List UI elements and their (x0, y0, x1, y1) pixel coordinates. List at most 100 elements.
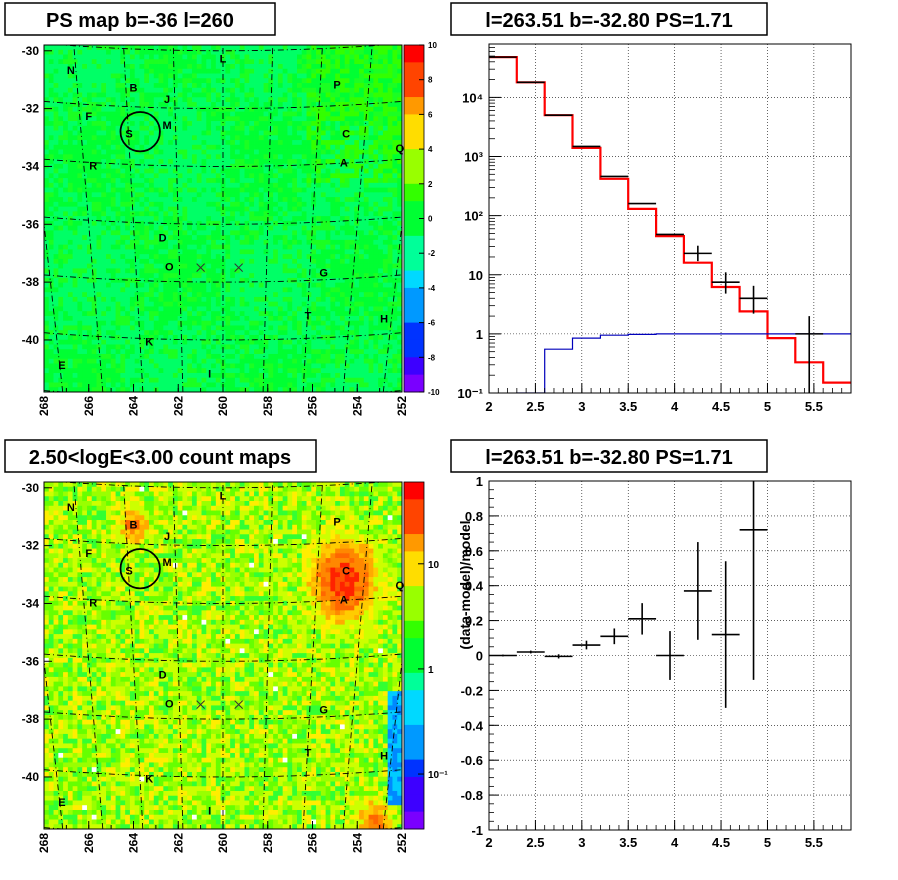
map-pixel (72, 125, 78, 131)
map-pixel (86, 149, 93, 155)
map-pixel (316, 130, 322, 136)
map-pixel (335, 182, 341, 188)
map-pixel (91, 140, 97, 146)
map-pixel (349, 45, 355, 51)
map-pixel (53, 268, 59, 274)
map-pixel (206, 73, 212, 79)
map-pixel (77, 206, 83, 212)
map-pixel (168, 363, 174, 369)
map-pixel (201, 106, 207, 112)
map-pixel (273, 382, 279, 388)
map-pixel (363, 268, 369, 274)
map-pixel (191, 149, 198, 155)
map-pixel (72, 201, 78, 208)
map-pixel (335, 301, 341, 307)
map-pixel (139, 68, 145, 74)
map-pixel (182, 244, 188, 250)
map-pixel (292, 282, 298, 288)
map-pixel (230, 311, 236, 317)
map-pixel (211, 116, 217, 122)
map-pixel (249, 258, 255, 265)
map-pixel (115, 59, 121, 65)
map-pixel (206, 372, 212, 379)
map-pixel (63, 249, 69, 255)
map-pixel (144, 149, 150, 155)
map-pixel (344, 149, 350, 155)
map-pixel (48, 178, 54, 184)
map-pixel (191, 225, 198, 231)
map-pixel (225, 49, 231, 55)
map-pixel (254, 87, 260, 93)
map-pixel (158, 382, 164, 388)
map-pixel (282, 382, 288, 388)
map-pixel (215, 287, 222, 293)
map-pixel (48, 159, 54, 165)
map-pixel (359, 349, 365, 355)
map-pixel (77, 78, 83, 84)
map-pixel (335, 387, 341, 392)
map-pixel (301, 287, 307, 293)
map-pixel (344, 296, 350, 303)
map-pixel (191, 235, 198, 241)
map-pixel (263, 125, 269, 131)
map-pixel (306, 54, 312, 60)
map-pixel (277, 102, 284, 108)
map-pixel (48, 325, 54, 331)
map-pixel (101, 325, 107, 331)
map-pixel (211, 277, 217, 284)
map-pixel (53, 372, 59, 379)
map-pixel (101, 211, 107, 217)
map-pixel (220, 92, 226, 98)
map-pixel (106, 45, 112, 51)
map-pixel (220, 45, 226, 51)
map-pixel (268, 282, 274, 288)
map-pixel (163, 263, 169, 269)
map-pixel (77, 287, 83, 293)
map-pixel (316, 363, 322, 369)
map-pixel (230, 230, 236, 236)
map-pixel (320, 149, 327, 155)
map-pixel (234, 73, 241, 79)
map-pixel (96, 363, 102, 369)
map-pixel (96, 102, 102, 108)
map-pixel (230, 54, 236, 60)
map-pixel (191, 387, 198, 392)
map-pixel (191, 187, 198, 193)
map-pixel (120, 339, 126, 345)
map-pixel (249, 192, 255, 198)
map-pixel (129, 368, 136, 374)
map-pixel (330, 73, 336, 79)
map-pixel (144, 382, 150, 388)
map-pixel (187, 339, 193, 345)
map-pixel (230, 68, 236, 74)
map-pixel (72, 87, 78, 93)
map-pixel (258, 211, 264, 217)
map-pixel (206, 54, 212, 60)
map-pixel (72, 330, 78, 336)
map-pixel (63, 225, 69, 231)
map-pixel (153, 64, 159, 70)
map-pixel (239, 187, 245, 193)
map-pixel (139, 258, 145, 265)
map-pixel (258, 387, 264, 392)
map-pixel (91, 197, 97, 203)
map-pixel (177, 168, 183, 174)
map-pixel (292, 244, 298, 250)
map-pixel (67, 92, 74, 98)
map-pixel (339, 225, 346, 231)
map-pixel (359, 187, 365, 193)
map-pixel (206, 102, 212, 108)
map-pixel (239, 239, 245, 246)
map-pixel (344, 287, 350, 293)
map-pixel (182, 254, 188, 260)
map-pixel (244, 106, 250, 112)
map-pixel (101, 334, 107, 341)
map-pixel (234, 111, 241, 117)
map-pixel (282, 197, 288, 203)
map-pixel (115, 277, 121, 284)
map-pixel (277, 377, 284, 383)
map-pixel (101, 216, 107, 222)
map-pixel (67, 311, 74, 317)
map-pixel (230, 45, 236, 51)
map-pixel (349, 301, 355, 307)
